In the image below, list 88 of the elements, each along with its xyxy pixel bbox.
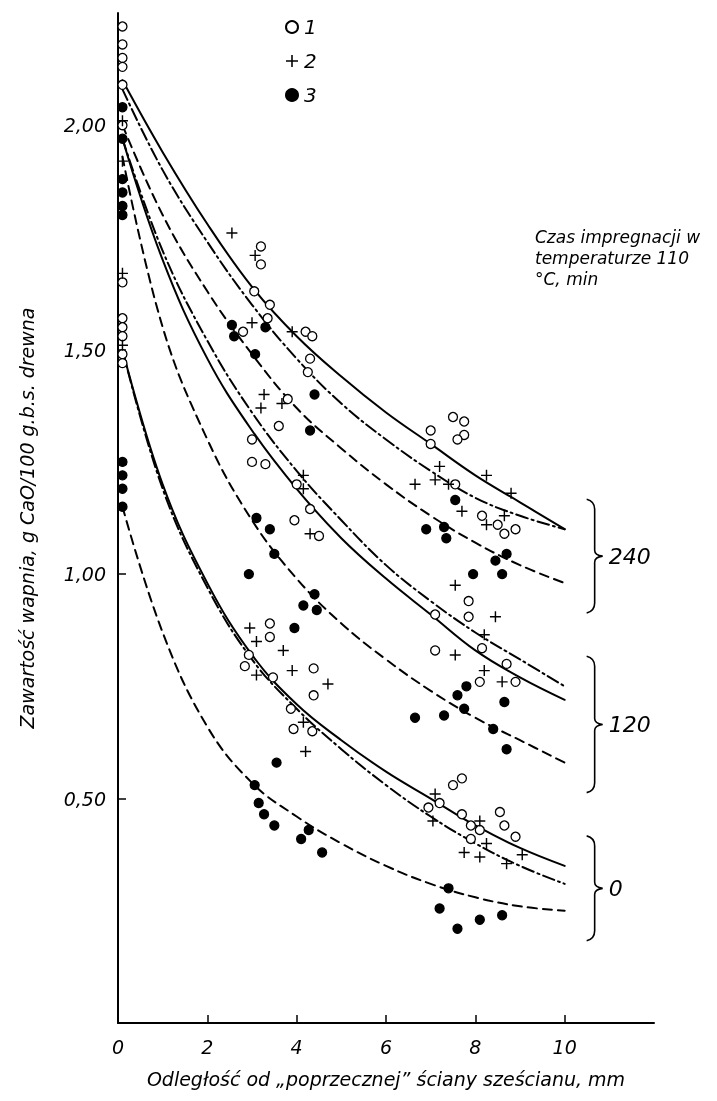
point (255, 402, 267, 414)
x-tick-label: 8 (469, 1035, 482, 1058)
annotation: 120 (608, 711, 651, 737)
point (250, 669, 262, 681)
point (449, 649, 461, 661)
point (228, 331, 240, 342)
point (304, 425, 316, 436)
point (271, 757, 282, 768)
x-axis-title: Odległość od „poprzecznej” ściany sześcianu, mm (146, 1067, 626, 1090)
point (409, 712, 421, 723)
y-axis-title: Zawartość wapnia, g CaO/100 g.b.s. drewna (15, 307, 38, 730)
point (269, 548, 280, 560)
point (249, 249, 261, 261)
point (243, 568, 255, 580)
x-tick-label: 4 (290, 1035, 303, 1058)
point (322, 678, 334, 690)
point (450, 494, 461, 506)
point (490, 555, 501, 566)
y-tick-label: 1,00 (63, 563, 106, 586)
point (421, 524, 432, 535)
point (304, 528, 316, 540)
point (452, 923, 463, 934)
point (459, 703, 470, 714)
x-tick-label: 0 (111, 1035, 125, 1058)
point (297, 483, 309, 495)
point (474, 914, 485, 925)
legend-label: 3 (304, 83, 317, 107)
legend-label: 2 (304, 49, 317, 73)
point (249, 349, 261, 360)
x-tick-label: 6 (379, 1035, 393, 1058)
point (311, 604, 322, 616)
point (253, 797, 264, 809)
point (461, 681, 472, 692)
point (438, 521, 450, 533)
point (286, 665, 298, 677)
point (474, 851, 486, 863)
y-tick-label: 0,50 (63, 787, 106, 810)
point (309, 589, 320, 600)
point (488, 723, 499, 735)
point (258, 809, 270, 820)
annotation: 240 (608, 543, 651, 569)
point (226, 227, 238, 239)
point (443, 883, 454, 894)
point (467, 568, 479, 580)
point (289, 622, 300, 634)
point (427, 815, 439, 827)
point (501, 744, 512, 755)
point (269, 820, 280, 831)
point (441, 533, 452, 544)
point (226, 319, 238, 331)
x-tick-label: 10 (552, 1035, 577, 1058)
point (456, 505, 468, 517)
point (251, 512, 262, 524)
point (452, 690, 463, 701)
point (249, 779, 260, 791)
point (499, 696, 510, 708)
y-tick-label: 2,00 (63, 114, 106, 137)
point (496, 910, 508, 921)
point (258, 389, 270, 401)
point (474, 815, 486, 827)
point (496, 568, 508, 580)
point (496, 676, 508, 688)
point (505, 487, 517, 499)
point (501, 548, 512, 560)
annotation: 0 (608, 875, 623, 901)
point (458, 846, 470, 858)
legend-label: 1 (304, 15, 317, 39)
point (434, 903, 445, 914)
point (286, 326, 298, 338)
annotation: Czas impregnacji w temperaturze 110 °C, min (535, 226, 706, 289)
point (116, 155, 128, 167)
point (246, 317, 258, 329)
point (244, 622, 256, 634)
point (409, 478, 421, 490)
point (298, 600, 309, 611)
point (438, 710, 450, 721)
point (429, 788, 441, 800)
point (429, 474, 441, 486)
point (260, 322, 271, 333)
x-tick-label: 2 (201, 1035, 214, 1058)
point (303, 824, 314, 836)
point (295, 833, 307, 845)
point (316, 847, 328, 858)
y-tick-label: 1,50 (63, 338, 106, 361)
point (264, 524, 276, 535)
point (309, 389, 320, 400)
point (116, 339, 128, 351)
point (276, 398, 288, 410)
